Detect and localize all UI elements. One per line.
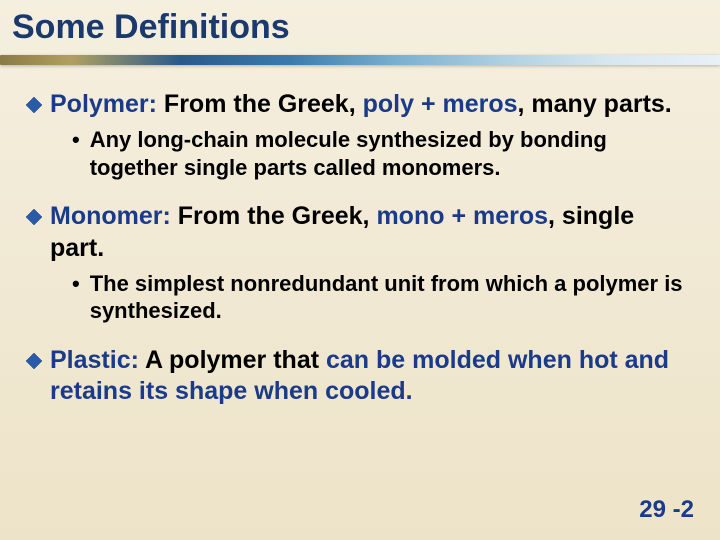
definition-text: Monomer: From the Greek, mono + meros, s… bbox=[50, 201, 694, 264]
sub-definition-item: • The simplest nonredundant unit from wh… bbox=[72, 270, 694, 325]
definition-text: Plastic: A polymer that can be molded wh… bbox=[50, 345, 694, 408]
title-bar: Some Definitions bbox=[0, 0, 720, 53]
diamond-bullet-icon bbox=[26, 209, 42, 230]
term-label: Polymer: bbox=[50, 90, 157, 118]
definition-text: Polymer: From the Greek, poly + meros, m… bbox=[50, 89, 672, 120]
divider-gradient bbox=[0, 55, 720, 65]
term-label: Plastic: bbox=[50, 346, 139, 374]
term-post: . bbox=[406, 377, 413, 405]
diamond-bullet-icon bbox=[26, 97, 42, 118]
term-pre: From the Greek, bbox=[157, 90, 363, 118]
sub-definition-text: The simplest nonredundant unit from whic… bbox=[90, 270, 694, 325]
title-divider bbox=[0, 55, 720, 71]
bullet-icon: • bbox=[72, 270, 80, 298]
term-post: , many parts. bbox=[518, 90, 672, 118]
sub-definition-item: • Any long-chain molecule synthesized by… bbox=[72, 126, 694, 181]
term-pre: A polymer that bbox=[139, 346, 326, 374]
slide-title: Some Definitions bbox=[12, 8, 708, 47]
diamond-bullet-icon bbox=[26, 353, 42, 374]
term-etymology: poly + meros bbox=[363, 90, 518, 118]
definition-item: Plastic: A polymer that can be molded wh… bbox=[26, 345, 694, 408]
term-label: Monomer: bbox=[50, 202, 171, 230]
definition-item: Polymer: From the Greek, poly + meros, m… bbox=[26, 89, 694, 120]
sub-definition-text: Any long-chain molecule synthesized by b… bbox=[90, 126, 694, 181]
term-pre: From the Greek, bbox=[171, 202, 377, 230]
term-etymology: mono + meros bbox=[376, 202, 548, 230]
content-area: Polymer: From the Greek, poly + meros, m… bbox=[0, 71, 720, 407]
page-number: 29 -2 bbox=[639, 496, 694, 524]
definition-item: Monomer: From the Greek, mono + meros, s… bbox=[26, 201, 694, 264]
bullet-icon: • bbox=[72, 126, 80, 154]
